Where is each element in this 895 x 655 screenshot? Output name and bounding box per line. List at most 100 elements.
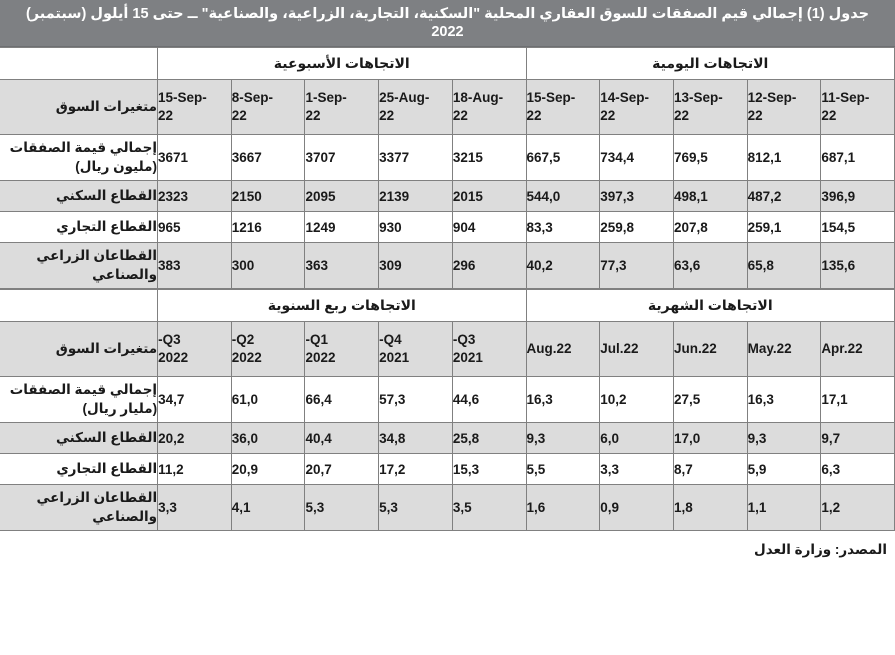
cell-value: 16,3 — [525, 376, 601, 423]
upper-column-header-row: 11-Sep- 22 12-Sep- 22 13-Sep- 22 14-Sep- 22 … — [0, 79, 895, 135]
cell-value: 83,3 — [525, 211, 601, 243]
cell-value: 66,4 — [304, 376, 380, 423]
cell-value: 5,3 — [304, 484, 380, 531]
col-header-m2: May.22 — [746, 321, 822, 377]
group-band-blank-cell — [0, 47, 158, 80]
upper-table: الاتجاهات اليومية الاتجاهات الأسبوعية 11… — [0, 47, 895, 289]
cell-value: 17,2 — [378, 453, 453, 485]
cell-value: 2139 — [378, 180, 453, 212]
group-header-monthly: الاتجاهات الشهرية — [525, 289, 895, 322]
source-note: المصدر: وزارة العدل — [754, 542, 887, 557]
col-header-m1: Apr.22 — [820, 321, 895, 377]
row-label: إجمالي قيمة الصفقات (مليون ريال) — [0, 134, 158, 181]
col-header-w1: 18-Aug- 22 — [451, 79, 527, 135]
col-header-q2: -Q4 2021 — [378, 321, 453, 377]
table-row: 135,6 65,8 63,6 77,3 40,2 296 309 363 30… — [0, 242, 895, 289]
col-header-d5: 15-Sep- 22 — [525, 79, 601, 135]
cell-value: 57,3 — [378, 376, 453, 423]
cell-value: 11,2 — [157, 453, 232, 485]
cell-value: 309 — [378, 242, 453, 289]
cell-value: 544,0 — [525, 180, 601, 212]
cell-value: 65,8 — [746, 242, 822, 289]
col-header-m3: Jun.22 — [672, 321, 748, 377]
cell-value: 17,0 — [672, 422, 748, 454]
cell-value: 36,0 — [230, 422, 306, 454]
cell-value: 397,3 — [599, 180, 674, 212]
cell-value: 6,0 — [599, 422, 674, 454]
cell-value: 2015 — [451, 180, 527, 212]
col-header-q3: -Q1 2022 — [304, 321, 380, 377]
lower-group-band-row: الاتجاهات الشهرية الاتجاهات ربع السنوية — [0, 289, 895, 322]
cell-value: 27,5 — [672, 376, 748, 423]
col-header-w5: 15-Sep- 22 — [157, 79, 232, 135]
cell-value: 10,2 — [599, 376, 674, 423]
cell-value: 300 — [230, 242, 306, 289]
cell-value: 9,7 — [820, 422, 895, 454]
col-header-market-variables: متغيرات السوق — [0, 321, 159, 377]
cell-value: 2150 — [230, 180, 306, 212]
cell-value: 9,3 — [746, 422, 822, 454]
cell-value: 25,8 — [451, 422, 527, 454]
cell-value: 154,5 — [820, 211, 895, 243]
cell-value: 135,6 — [820, 242, 895, 289]
group-header-weekly: الاتجاهات الأسبوعية — [157, 47, 527, 80]
cell-value: 207,8 — [672, 211, 748, 243]
cell-value: 667,5 — [525, 134, 601, 181]
cell-value: 17,1 — [820, 376, 895, 423]
cell-value: 1249 — [304, 211, 380, 243]
cell-value: 61,0 — [230, 376, 306, 423]
cell-value: 77,3 — [599, 242, 674, 289]
cell-value: 2095 — [304, 180, 380, 212]
cell-value: 930 — [378, 211, 453, 243]
col-header-w4: 8-Sep- 22 — [230, 79, 306, 135]
table-row: 687,1 812,1 769,5 734,4 667,5 3215 3377 … — [0, 134, 895, 181]
cell-value: 20,7 — [304, 453, 380, 485]
cell-value: 3,3 — [599, 453, 674, 485]
cell-value: 259,8 — [599, 211, 674, 243]
col-header-m5: Aug.22 — [525, 321, 601, 377]
cell-value: 20,2 — [157, 422, 232, 454]
col-header-d4: 14-Sep- 22 — [599, 79, 674, 135]
col-header-d2: 12-Sep- 22 — [746, 79, 822, 135]
cell-value: 40,4 — [304, 422, 380, 454]
cell-value: 1216 — [230, 211, 306, 243]
table-row: 396,9 487,2 498,1 397,3 544,0 2015 2139 … — [0, 180, 895, 212]
lower-column-header-row: Apr.22 May.22 Jun.22 Jul.22 Aug.22 -Q3 20… — [0, 321, 895, 377]
cell-value: 1,8 — [672, 484, 748, 531]
cell-value: 63,6 — [672, 242, 748, 289]
cell-value: 1,6 — [525, 484, 601, 531]
cell-value: 3707 — [304, 134, 380, 181]
cell-value: 769,5 — [672, 134, 748, 181]
cell-value: 3667 — [230, 134, 306, 181]
cell-value: 6,3 — [820, 453, 895, 485]
cell-value: 1,2 — [820, 484, 895, 531]
cell-value: 296 — [451, 242, 527, 289]
cell-value: 487,2 — [746, 180, 822, 212]
cell-value: 498,1 — [672, 180, 748, 212]
table-row: 6,3 5,9 8,7 3,3 5,5 15,3 17,2 20,7 20,9 … — [0, 453, 895, 485]
col-header-q1: -Q3 2021 — [451, 321, 527, 377]
cell-value: 1,1 — [746, 484, 822, 531]
row-label: إجمالي قيمة الصفقات (مليار ريال) — [0, 376, 159, 423]
group-band-blank-cell — [0, 289, 159, 322]
cell-value: 383 — [157, 242, 232, 289]
cell-value: 396,9 — [820, 180, 895, 212]
cell-value: 5,9 — [746, 453, 822, 485]
cell-value: 34,7 — [157, 376, 232, 423]
cell-value: 734,4 — [599, 134, 674, 181]
cell-value: 259,1 — [746, 211, 822, 243]
cell-value: 3,3 — [157, 484, 232, 531]
table-title-bar: جدول (1) إجمالي قيم الصفقات للسوق العقار… — [0, 0, 895, 47]
row-label: القطاعان الزراعي والصناعي — [0, 242, 158, 289]
cell-value: 5,3 — [378, 484, 453, 531]
cell-value: 812,1 — [746, 134, 822, 181]
cell-value: 3671 — [157, 134, 232, 181]
cell-value: 363 — [304, 242, 380, 289]
cell-value: 8,7 — [672, 453, 748, 485]
cell-value: 965 — [157, 211, 232, 243]
row-label: القطاع السكني — [0, 422, 159, 454]
table-row: 1,2 1,1 1,8 0,9 1,6 3,5 5,3 5,3 4,1 3,3 … — [0, 484, 895, 531]
row-label: القطاع السكني — [0, 180, 158, 212]
cell-value: 4,1 — [230, 484, 306, 531]
cell-value: 5,5 — [525, 453, 601, 485]
